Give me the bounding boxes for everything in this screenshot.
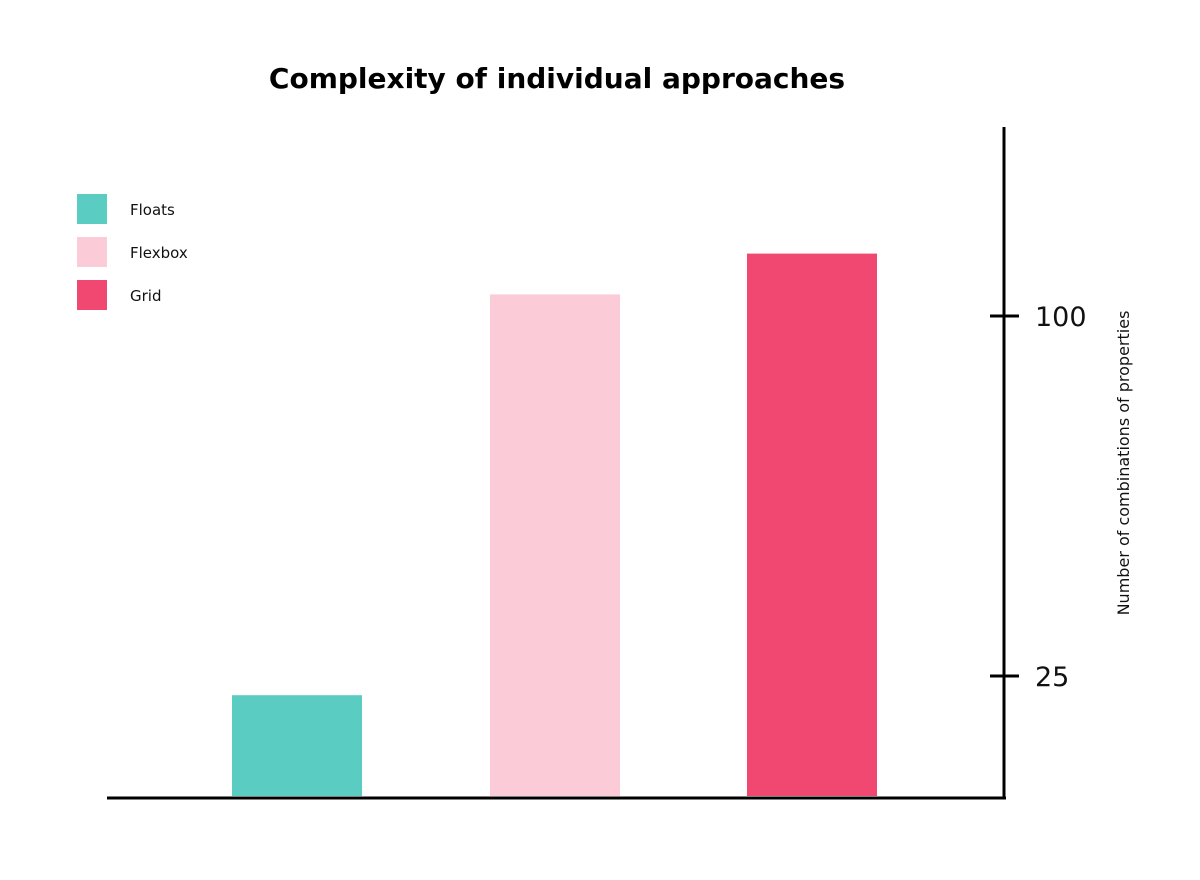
y-ticks-group: 25 100: [990, 302, 1087, 693]
legend-label-floats: Floats: [130, 201, 175, 219]
y-tick-label-25: 25: [1035, 662, 1069, 693]
bar-flexbox: [490, 294, 620, 796]
legend-swatch-floats: [77, 194, 107, 224]
bar-floats: [232, 695, 362, 796]
bars-group: [232, 253, 877, 797]
legend-label-grid: Grid: [130, 287, 161, 305]
y-axis-label: Number of combinations of properties: [1114, 311, 1133, 616]
y-tick-label-100: 100: [1035, 302, 1087, 333]
legend-swatch-grid: [77, 280, 107, 310]
legend-swatch-flexbox: [77, 237, 107, 267]
legend: Floats Flexbox Grid: [77, 194, 188, 310]
chart-title: Complexity of individual approaches: [269, 62, 845, 95]
legend-label-flexbox: Flexbox: [130, 244, 188, 262]
bar-grid: [747, 253, 877, 797]
